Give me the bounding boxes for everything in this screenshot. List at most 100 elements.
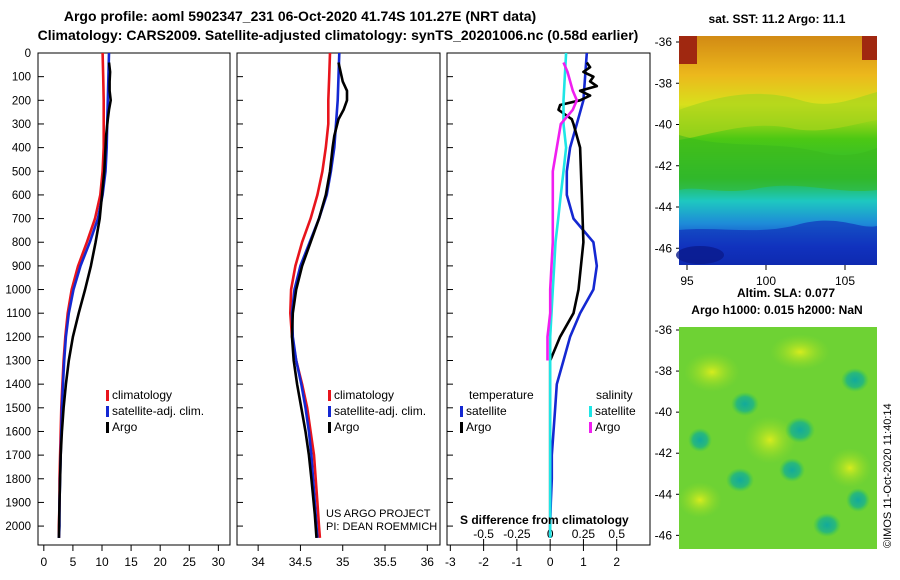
series-line-temperature-satellite: [548, 53, 599, 538]
x-tick-label: -2: [478, 555, 489, 569]
difference-series: [546, 53, 599, 538]
lat-tick-label: -44: [655, 487, 673, 501]
x-tick-label: -1: [512, 555, 523, 569]
legend-title-temperature: temperature: [469, 388, 534, 402]
legend-label-climatology: climatology: [112, 388, 172, 402]
salinity-panel: 34 34.5 35 35.5 36 climatology satellite-adj…: [236, 52, 441, 569]
legend-swatch-argo: [328, 422, 331, 433]
salinity-plot-frame: [236, 52, 441, 546]
legend-title-salinity: salinity: [596, 388, 633, 402]
x-tick-label: 10: [95, 555, 109, 569]
legend-label-climatology: climatology: [334, 388, 394, 402]
salinity-series: [288, 53, 349, 538]
salinity-depth-ticks: [237, 52, 243, 527]
sst-map-panel: sat. SST: 11.2 Argo: 11.1 -36 -38 -40 -42 -4…: [655, 12, 877, 288]
lon-tick-label: 105: [835, 274, 855, 288]
top-axis-tick-label: -0.25: [503, 527, 531, 541]
sst-map-title: sat. SST: 11.2 Argo: 11.1: [709, 12, 846, 26]
legend-swatch-temp-satellite: [460, 406, 463, 417]
legend-swatch-temp-argo: [460, 422, 463, 433]
series-line-argo: [57, 62, 112, 538]
lat-tick-label: -38: [655, 76, 673, 90]
plot-title-line-1: Argo profile: aoml 5902347_231 06-Oct-20…: [64, 8, 536, 24]
lat-tick-label: -36: [655, 35, 673, 49]
plot-title-line-2: Climatology: CARS2009. Satellite-adjuste…: [38, 27, 639, 43]
depth-tick-label: 800: [12, 237, 31, 249]
x-tick-label: 30: [212, 555, 226, 569]
difference-depth-ticks: [447, 52, 453, 527]
lat-tick-label: -40: [655, 405, 673, 419]
legend-label-temp-satellite: satellite: [466, 404, 507, 418]
x-tick-label: 35: [336, 555, 350, 569]
legend-swatch-sal-argo: [589, 422, 592, 433]
depth-tick-label: 1100: [6, 308, 31, 320]
lon-tick-label: 100: [756, 274, 776, 288]
difference-x-axis: -3 -2 -1 0 1 2: [445, 545, 620, 569]
depth-tick-label: 1700: [5, 450, 31, 462]
depth-tick-label: 2000: [5, 521, 31, 533]
depth-tick-label: 400: [12, 143, 31, 155]
credit-project: US ARGO PROJECT: [326, 508, 431, 520]
depth-tick-label: 1600: [5, 426, 31, 438]
sla-map-image: [678, 327, 877, 549]
depth-tick-label: 600: [12, 190, 31, 202]
sla-map-latitude-axis: -36 -38 -40 -42 -44 -46: [655, 323, 679, 542]
depth-tick-label: 1400: [5, 379, 31, 391]
depth-tick-label: 1500: [5, 403, 31, 415]
temperature-x-axis: 0 5 10 15 20 25 30: [40, 545, 225, 569]
series-line-salinity-satellite: [548, 53, 568, 538]
credit-pi: PI: DEAN ROEMMICH: [326, 521, 437, 533]
legend-swatch-satellite: [106, 406, 109, 417]
x-tick-label: 35.5: [373, 555, 397, 569]
sla-map-panel: Altim. SLA: 0.077 Argo h1000: 0.015 h200…: [655, 286, 894, 549]
sst-map-image: [676, 36, 877, 265]
lat-tick-label: -42: [655, 159, 673, 173]
depth-tick-label: 300: [12, 119, 31, 131]
sst-map-longitude-axis: 95 100 105: [680, 265, 855, 288]
x-tick-label: 20: [154, 555, 168, 569]
x-tick-label: 34.5: [289, 555, 313, 569]
legend-label-argo: Argo: [334, 420, 360, 434]
top-axis-tick-label: -0.5: [473, 527, 494, 541]
depth-tick-label: 0: [25, 48, 31, 60]
lat-tick-label: -40: [655, 118, 673, 132]
series-line-argo: [290, 62, 349, 538]
legend-label-argo: Argo: [112, 420, 138, 434]
series-line-temperature-argo: [548, 61, 599, 538]
temperature-plot-frame: [37, 52, 231, 546]
depth-tick-label: 100: [12, 72, 31, 84]
lat-tick-label: -46: [655, 528, 673, 542]
legend-label-sal-argo: Argo: [595, 420, 621, 434]
depth-tick-label: 500: [12, 166, 31, 178]
sla-map-title-line-1: Altim. SLA: 0.077: [737, 286, 835, 300]
x-tick-label: 25: [183, 555, 197, 569]
depth-tick-label: 1200: [5, 332, 31, 344]
imos-credit: ©IMOS 11-Oct-2020 11:40:14: [882, 403, 894, 548]
x-tick-label: 1: [580, 555, 587, 569]
x-tick-label: 2: [613, 555, 620, 569]
lon-tick-label: 95: [680, 274, 694, 288]
legend-label-sal-satellite: satellite: [595, 404, 636, 418]
x-tick-label: -3: [445, 555, 456, 569]
depth-tick-label: 700: [12, 214, 31, 226]
temperature-panel: 0100200300400500600700800900100011001200…: [5, 48, 231, 569]
temperature-series: [57, 53, 112, 538]
lat-tick-label: -44: [655, 200, 673, 214]
depth-tick-label: 1800: [5, 474, 31, 486]
top-axis-tick-label: 0.25: [572, 527, 596, 541]
legend-label-satellite: satellite-adj. clim.: [334, 404, 426, 418]
lat-tick-label: -46: [655, 241, 673, 255]
lat-tick-label: -38: [655, 364, 673, 378]
depth-tick-label: 1900: [5, 497, 31, 509]
depth-tick-label: 900: [12, 261, 31, 273]
legend-swatch-climatology: [328, 390, 331, 401]
depth-tick-label: 200: [12, 95, 31, 107]
lat-tick-label: -42: [655, 446, 673, 460]
difference-axis-title: S difference from climatology: [460, 513, 629, 527]
difference-plot-frame: [446, 52, 651, 546]
x-tick-label: 0: [547, 555, 554, 569]
sst-map-latitude-axis: -36 -38 -40 -42 -44 -46: [655, 35, 679, 255]
depth-axis: 0 100 200 300 400 500 600 700 800 900 1000 1100 1200…: [5, 48, 44, 533]
difference-legend: temperature satellite Argo salinity sate…: [460, 388, 636, 434]
